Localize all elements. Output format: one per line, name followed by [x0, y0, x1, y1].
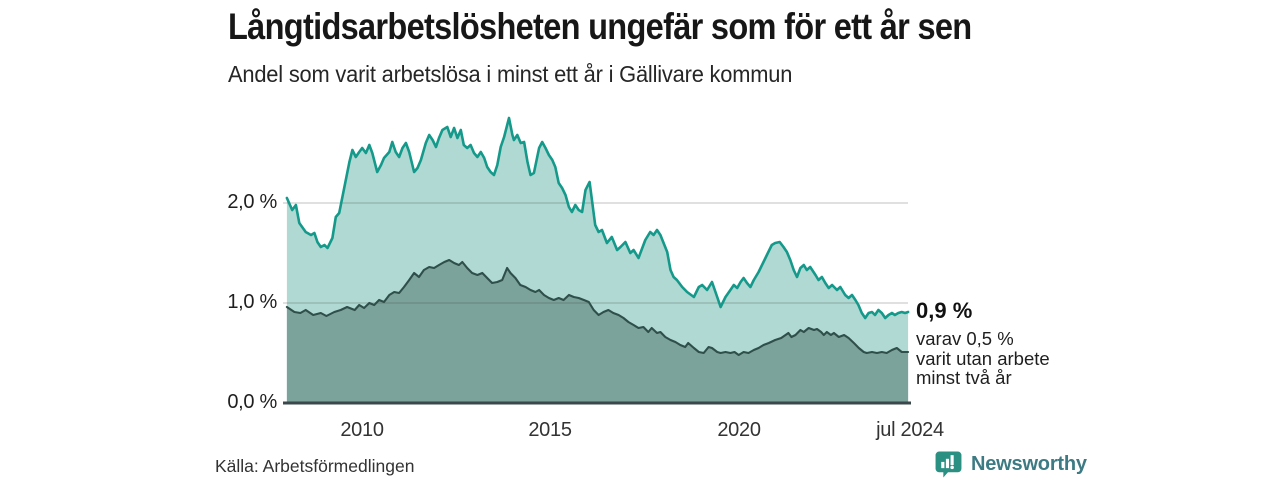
newsworthy-bar-chart-icon [935, 451, 962, 477]
annotation-line-3: minst två år [916, 367, 1012, 388]
source-credit: Källa: Arbetsförmedlingen [215, 456, 415, 476]
series-line [285, 258, 910, 357]
y-tick-label: 1,0 % [227, 291, 277, 313]
y-tick-label: 2,0 % [227, 191, 277, 213]
area-fill [286, 260, 909, 403]
series-line [285, 116, 910, 320]
newsworthy-logo: Newsworthy [934, 449, 1087, 479]
x-tick-label: jul 2024 [876, 419, 944, 441]
newsworthy-wordmark: Newsworthy [971, 452, 1087, 475]
annotation-detail: varav 0,5 % varit utan arbete minst två … [916, 329, 1050, 388]
x-tick-label: 2010 [340, 419, 384, 441]
page-title: Långtidsarbetslösheten ungefär som för e… [228, 6, 972, 47]
x-tick-label: 2020 [717, 419, 761, 441]
y-tick-label: 0,0 % [227, 391, 277, 413]
annotation-line-2: varit utan arbete [916, 347, 1050, 369]
annotation-latest-value: 0,9 % [916, 298, 973, 323]
chart-subtitle: Andel som varit arbetslösa i minst ett å… [228, 61, 793, 87]
annotation-line-1: varav 0,5 % [916, 328, 1014, 349]
x-tick-label: 2015 [528, 419, 572, 441]
